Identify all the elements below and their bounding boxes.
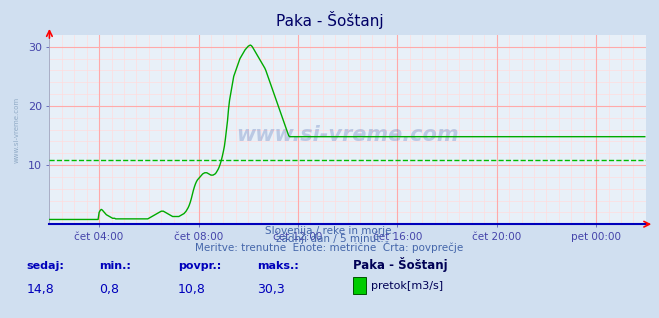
Text: povpr.:: povpr.: — [178, 261, 221, 271]
Text: www.si-vreme.com: www.si-vreme.com — [14, 97, 20, 162]
Text: Paka - Šoštanj: Paka - Šoštanj — [275, 11, 384, 29]
Text: 0,8: 0,8 — [99, 283, 119, 295]
Text: www.si-vreme.com: www.si-vreme.com — [237, 125, 459, 145]
Text: sedaj:: sedaj: — [26, 261, 64, 271]
Text: 10,8: 10,8 — [178, 283, 206, 295]
Text: Meritve: trenutne  Enote: metrične  Črta: povprečje: Meritve: trenutne Enote: metrične Črta: … — [195, 241, 464, 253]
Text: min.:: min.: — [99, 261, 130, 271]
Text: zadnji dan / 5 minut.: zadnji dan / 5 minut. — [275, 234, 384, 244]
Text: 14,8: 14,8 — [26, 283, 54, 295]
Text: maks.:: maks.: — [257, 261, 299, 271]
Text: Slovenija / reke in morje.: Slovenija / reke in morje. — [264, 226, 395, 236]
Text: Paka - Šoštanj: Paka - Šoštanj — [353, 257, 447, 272]
Text: 30,3: 30,3 — [257, 283, 285, 295]
Text: pretok[m3/s]: pretok[m3/s] — [371, 281, 443, 291]
